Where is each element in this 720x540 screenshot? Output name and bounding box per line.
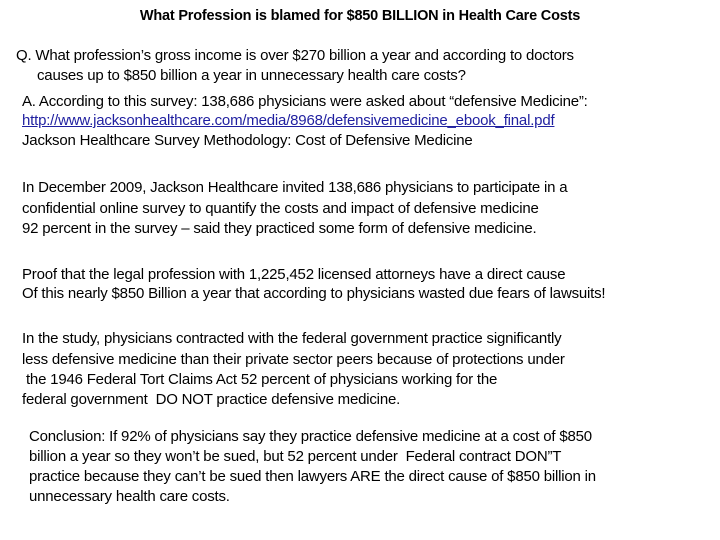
december-line-3: 92 percent in the survey – said they pra… [22, 220, 537, 237]
december-line-2: confidential online survey to quantify t… [22, 200, 539, 217]
study-line-1: In the study, physicians contracted with… [22, 330, 562, 347]
conclusion-line-2: billion a year so they won’t be sued, bu… [29, 448, 562, 465]
study-line-2: less defensive medicine than their priva… [22, 351, 565, 368]
question-line-1: Q. What profession’s gross income is ove… [16, 47, 574, 64]
question-line-2: causes up to $850 billion a year in unne… [37, 67, 466, 84]
conclusion-line-1: Conclusion: If 92% of physicians say the… [29, 428, 592, 445]
proof-line-1: Proof that the legal profession with 1,2… [22, 266, 566, 283]
study-line-3: the 1946 Federal Tort Claims Act 52 perc… [22, 371, 498, 388]
study-line-4: federal government DO NOT practice defen… [22, 391, 401, 408]
proof-line-2: Of this nearly $850 Billion a year that … [22, 285, 606, 302]
answer-source: Jackson Healthcare Survey Methodology: C… [22, 132, 473, 149]
conclusion-line-4: unnecessary health care costs. [29, 488, 230, 505]
december-line-1: In December 2009, Jackson Healthcare inv… [22, 179, 568, 196]
survey-pdf-link[interactable]: http://www.jacksonhealthcare.com/media/8… [22, 112, 555, 129]
conclusion-line-3: practice because they can’t be sued then… [29, 468, 596, 485]
answer-intro: A. According to this survey: 138,686 phy… [22, 93, 588, 110]
page-title: What Profession is blamed for $850 BILLI… [139, 8, 581, 24]
